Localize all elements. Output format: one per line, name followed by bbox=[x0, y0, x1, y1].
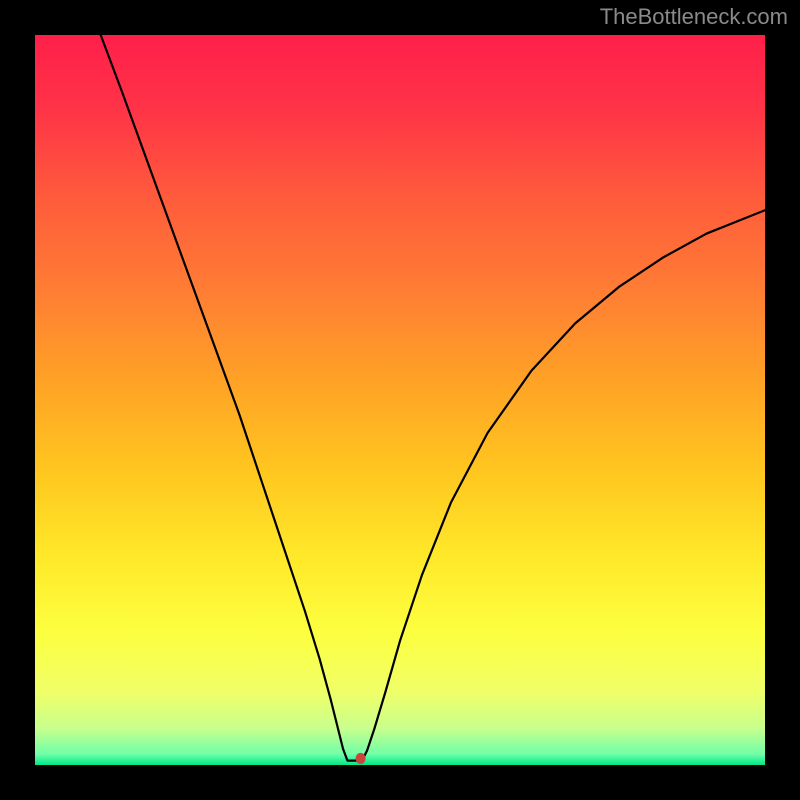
watermark-text: TheBottleneck.com bbox=[600, 4, 788, 30]
optimal-point-marker bbox=[356, 753, 366, 764]
bottleneck-curve bbox=[35, 35, 765, 765]
plot-area bbox=[35, 35, 765, 765]
